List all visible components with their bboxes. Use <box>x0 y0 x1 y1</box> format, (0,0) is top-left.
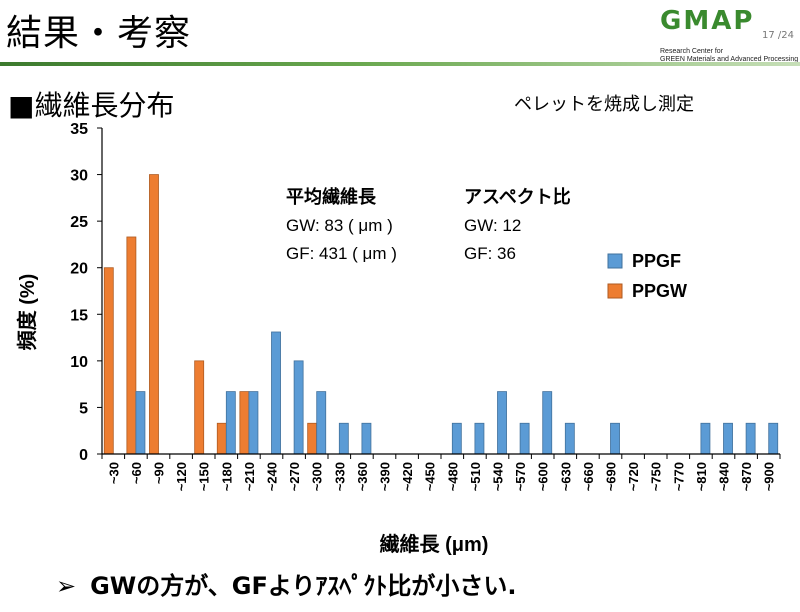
x-tick-label: ~420 <box>400 462 415 491</box>
avg-gf: GF: 431 ( μm ) <box>286 244 397 263</box>
bar-ppgf <box>135 391 146 455</box>
legend-label-ppgf: PPGF <box>632 251 681 271</box>
arrow-bullet-icon: ➢ <box>56 572 77 600</box>
x-tick-label: ~450 <box>423 462 438 491</box>
bar-ppgf <box>542 391 553 455</box>
x-axis-label: 繊維長 (μm) <box>379 532 489 556</box>
x-tick-label: ~360 <box>355 462 370 491</box>
bar-ppgf <box>474 422 485 455</box>
aspect-gf: GF: 36 <box>464 244 516 263</box>
x-tick-label: ~660 <box>581 462 596 491</box>
x-tick-label: ~120 <box>174 462 189 491</box>
logo-subtitle-line1: Research Center for <box>660 48 724 55</box>
x-tick-label: ~770 <box>671 462 686 491</box>
x-tick-label: ~570 <box>513 462 528 491</box>
y-tick-label: 25 <box>70 214 88 231</box>
bar-ppgw <box>126 236 137 455</box>
x-tick-label: ~630 <box>558 462 573 491</box>
legend-swatch-ppgw <box>607 283 623 299</box>
x-tick-label: ~240 <box>265 462 280 491</box>
gmap-logo: GMAP 17 /24 Research Center for GREEN Ma… <box>660 6 798 64</box>
bar-ppgw <box>307 422 318 455</box>
x-tick-label: ~720 <box>626 462 641 491</box>
bar-ppgf <box>293 360 304 455</box>
x-tick-label: ~750 <box>649 462 664 491</box>
legend-label-ppgw: PPGW <box>632 281 687 301</box>
x-tick-label: ~840 <box>717 462 732 491</box>
x-tick-label: ~870 <box>739 462 754 491</box>
bar-ppgf <box>564 422 575 455</box>
x-tick-label: ~510 <box>468 462 483 491</box>
bar-ppgf <box>745 422 756 455</box>
bar-ppgf <box>497 391 507 455</box>
bar-ppgw <box>239 391 250 455</box>
fiber-length-chart: 0 5 10 15 20 25 30 35 ~30 ~60 ~90 ~120 ~150 ~180 ~210 ~… <box>15 121 781 556</box>
bar-ppgf <box>271 331 281 455</box>
y-tick-label: 15 <box>70 307 88 324</box>
x-tick-label: ~150 <box>197 462 212 491</box>
average-length-annotation: 平均繊維長 GW: 83 ( μm ) GF: 431 ( μm ) <box>286 186 397 263</box>
x-tick-label: ~480 <box>445 462 460 491</box>
section-heading: ■繊維長分布 <box>8 89 175 122</box>
logo-subtitle-line2: GREEN Materials and Advanced Processing <box>660 56 799 63</box>
x-tick-label: ~540 <box>491 462 506 491</box>
y-tick-label: 30 <box>70 168 88 185</box>
bar-ppgw <box>216 422 227 455</box>
bar-ppgw <box>149 174 159 455</box>
x-tick-label: ~330 <box>332 462 347 491</box>
bar-ppgf <box>338 422 349 455</box>
y-axis-label: 頻度 (%) <box>15 274 39 351</box>
x-tick-label: ~210 <box>242 462 257 491</box>
y-tick-label: 35 <box>70 121 88 138</box>
avg-gw: GW: 83 ( μm ) <box>286 216 393 235</box>
y-tick-label: 20 <box>70 261 88 278</box>
x-tick-label: ~810 <box>694 462 709 491</box>
x-tick-label: ~600 <box>536 462 551 491</box>
x-tick-label: ~60 <box>129 462 144 484</box>
aspect-gw: GW: 12 <box>464 216 521 235</box>
x-tick-label: ~270 <box>287 462 302 491</box>
y-tick-label: 0 <box>79 447 88 464</box>
bar-ppgf <box>248 391 259 455</box>
logo-name: GMAP <box>660 6 755 36</box>
x-tick-label: ~300 <box>310 462 325 491</box>
bar-ppgf <box>723 422 733 455</box>
x-tick-label: ~900 <box>762 462 777 491</box>
y-tick-label: 10 <box>70 354 88 371</box>
bar-ppgf <box>519 422 530 455</box>
bar-ppgf <box>225 391 236 455</box>
slide-title: 結果・考察 <box>6 13 192 54</box>
bar-ppgw <box>194 360 205 455</box>
bar-ppgf <box>700 422 711 455</box>
bar-ppgf <box>316 391 327 455</box>
conclusion-bullet: ➢ GWの方が、GFよりｱｽﾍﾟｸﾄ比が小さい. <box>56 566 517 601</box>
aspect-title: アスペクト比 <box>464 187 571 207</box>
measurement-note: ペレットを焼成し測定 <box>514 94 694 115</box>
x-tick-label: ~690 <box>604 462 619 491</box>
bar-ppgf <box>768 422 779 455</box>
bar-ppgf <box>361 422 372 455</box>
x-tick-label: ~30 <box>106 462 121 484</box>
aspect-ratio-annotation: アスペクト比 GW: 12 GF: 36 <box>464 187 571 263</box>
x-tick-label: ~390 <box>378 462 393 491</box>
conclusion-text: GWの方が、GFよりｱｽﾍﾟｸﾄ比が小さい. <box>90 572 517 600</box>
y-tick-label: 5 <box>79 400 88 417</box>
avg-title: 平均繊維長 <box>286 186 377 207</box>
legend: PPGF PPGW <box>607 251 687 301</box>
bar-ppgf <box>610 422 620 455</box>
logo-subtitle: Research Center for GREEN Materials and … <box>660 48 798 64</box>
bar-ppgf <box>451 422 462 455</box>
x-tick-label: ~90 <box>152 462 167 484</box>
legend-swatch-ppgf <box>607 253 623 269</box>
x-tick-label: ~180 <box>219 462 234 491</box>
bar-ppgw <box>103 267 114 455</box>
page-number: 17 /24 <box>762 30 794 41</box>
header-divider <box>0 62 800 66</box>
